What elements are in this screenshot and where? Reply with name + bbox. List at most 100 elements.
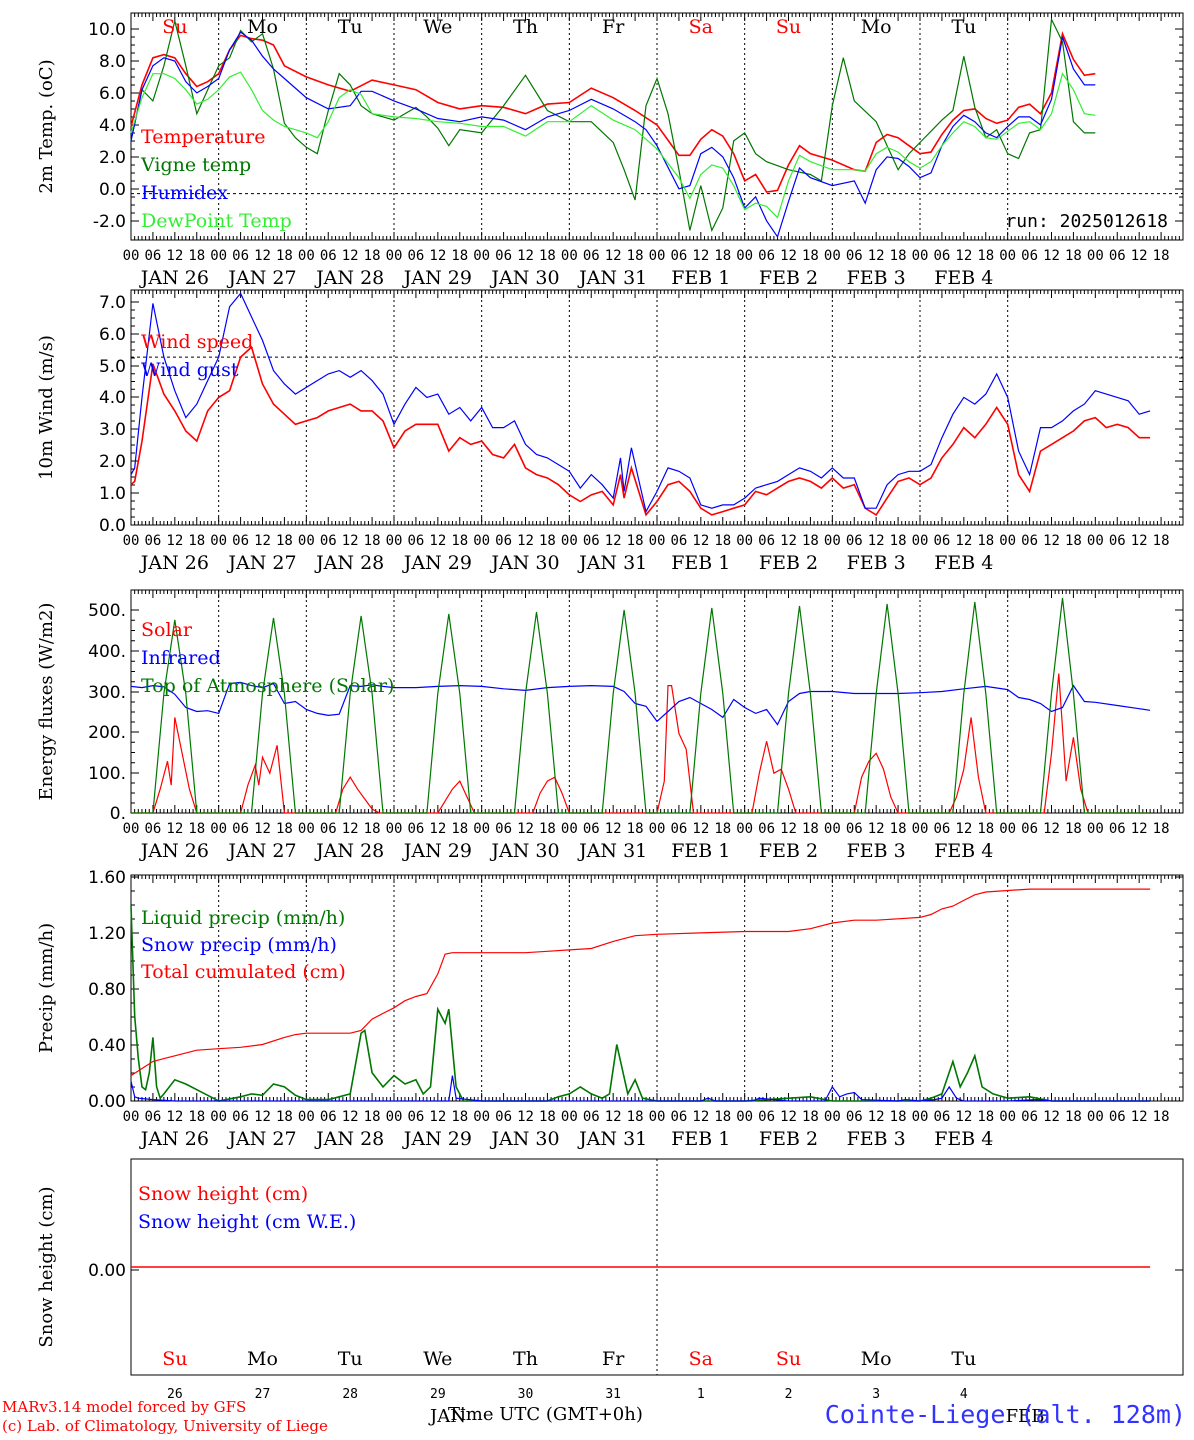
hour-label: 12: [1043, 821, 1060, 837]
station-title: Cointe-Liege (alt. 128m): [824, 1400, 1186, 1429]
y-tick-label: 3.0: [99, 420, 126, 440]
y-tick-label: 0.40: [88, 1036, 126, 1056]
date-label: JAN 28: [314, 552, 384, 574]
hour-label: 12: [1043, 248, 1060, 264]
hour-label: 12: [166, 1109, 183, 1125]
hour-label: 00: [298, 533, 315, 549]
hour-label: 12: [955, 248, 972, 264]
y-tick-label: 0.0: [99, 516, 126, 536]
y-axis-label: Precip (mm/h): [36, 923, 57, 1053]
weekday-label-bottom: Sa: [689, 1348, 713, 1370]
date-label: JAN 29: [402, 267, 472, 289]
hour-label: 06: [670, 248, 687, 264]
hour-label: 06: [583, 821, 600, 837]
day-number: 2: [785, 1387, 793, 1402]
hour-label: 12: [342, 821, 359, 837]
hour-label: 18: [539, 1109, 556, 1125]
y-tick-label: 0.: [110, 804, 126, 824]
weekday-label: We: [423, 16, 452, 38]
legend-entry: Top of Atmosphere (Solar): [141, 675, 394, 697]
hour-label: 06: [933, 248, 950, 264]
hour-label: 12: [429, 1109, 446, 1125]
hour-label: 06: [1109, 821, 1126, 837]
hour-label: 18: [276, 533, 293, 549]
hour-label: 06: [407, 821, 424, 837]
hour-label: 00: [736, 821, 753, 837]
hour-label: 00: [210, 821, 227, 837]
hour-label: 00: [210, 1109, 227, 1125]
hour-label: 06: [846, 1109, 863, 1125]
hour-label: 06: [232, 1109, 249, 1125]
hour-label: 06: [1109, 533, 1126, 549]
hour-label: 00: [912, 248, 929, 264]
hour-label: 12: [254, 533, 271, 549]
hour-label: 12: [429, 533, 446, 549]
hour-label: 18: [802, 248, 819, 264]
run-annotation: run: 2025012618: [1005, 211, 1168, 232]
series-line: [131, 597, 1151, 814]
hour-label: 12: [166, 248, 183, 264]
y-tick-label: 1.0: [99, 484, 126, 504]
hour-label: 06: [1021, 248, 1038, 264]
hour-label: 18: [627, 248, 644, 264]
panel-1: [130, 12, 1184, 241]
hour-label: 18: [714, 1109, 731, 1125]
y-tick-label: 8.0: [99, 52, 126, 72]
y-tick-label: 6.0: [99, 84, 126, 104]
date-label: FEB 2: [759, 552, 818, 574]
hour-label: 06: [320, 533, 337, 549]
hour-label: 18: [539, 821, 556, 837]
panel-3: [130, 589, 1184, 814]
weekday-label-bottom: Th: [513, 1348, 538, 1370]
hour-label: 00: [736, 1109, 753, 1125]
hour-label: 06: [758, 533, 775, 549]
hour-label: 12: [692, 821, 709, 837]
hour-label: 18: [1153, 248, 1170, 264]
series-line: [130, 906, 1151, 1102]
weekday-label-bottom: Mo: [861, 1348, 892, 1370]
hour-label: 12: [1131, 248, 1148, 264]
hour-label: 12: [605, 821, 622, 837]
y-tick-label: 200.: [88, 723, 126, 743]
hour-label: 00: [123, 821, 140, 837]
hour-label: 00: [561, 248, 578, 264]
hour-label: 00: [1087, 1109, 1104, 1125]
y-tick-label: -2.0: [93, 212, 126, 232]
hour-label: 06: [670, 1109, 687, 1125]
hour-label: 12: [517, 248, 534, 264]
hour-label: 06: [846, 248, 863, 264]
hour-label: 12: [692, 1109, 709, 1125]
date-label: JAN 27: [226, 840, 296, 862]
day-number: 31: [605, 1387, 621, 1402]
hour-label: 06: [232, 533, 249, 549]
y-tick-label: 4.0: [99, 116, 126, 136]
hour-label: 00: [649, 533, 666, 549]
hour-label: 12: [1131, 821, 1148, 837]
legend-entry: Solar: [141, 619, 193, 641]
weekday-label-bottom: Fr: [602, 1348, 625, 1370]
date-label: JAN 27: [226, 552, 296, 574]
hour-label: 18: [451, 533, 468, 549]
legend-entry: Liquid precip (mm/h): [141, 907, 345, 929]
hour-label: 00: [824, 1109, 841, 1125]
hour-label: 06: [758, 1109, 775, 1125]
hour-label: 12: [955, 533, 972, 549]
hour-label: 00: [473, 821, 490, 837]
date-label: FEB 4: [934, 267, 993, 289]
hour-label: 00: [386, 533, 403, 549]
hour-label: 06: [583, 533, 600, 549]
weekday-label-bottom: Su: [162, 1348, 187, 1370]
hour-label: 18: [451, 821, 468, 837]
date-label: FEB 2: [759, 840, 818, 862]
hour-label: 00: [298, 248, 315, 264]
hour-label: 06: [933, 1109, 950, 1125]
hour-label: 18: [977, 821, 994, 837]
hour-label: 12: [605, 1109, 622, 1125]
hour-label: 06: [846, 821, 863, 837]
legend-entry: Snow height (cm W.E.): [138, 1211, 356, 1233]
day-number: 29: [430, 1387, 446, 1402]
weekday-label: Sa: [689, 16, 713, 38]
hour-label: 06: [583, 1109, 600, 1125]
date-label: JAN 26: [139, 267, 209, 289]
y-axis-label: Snow height (cm): [36, 1186, 57, 1347]
